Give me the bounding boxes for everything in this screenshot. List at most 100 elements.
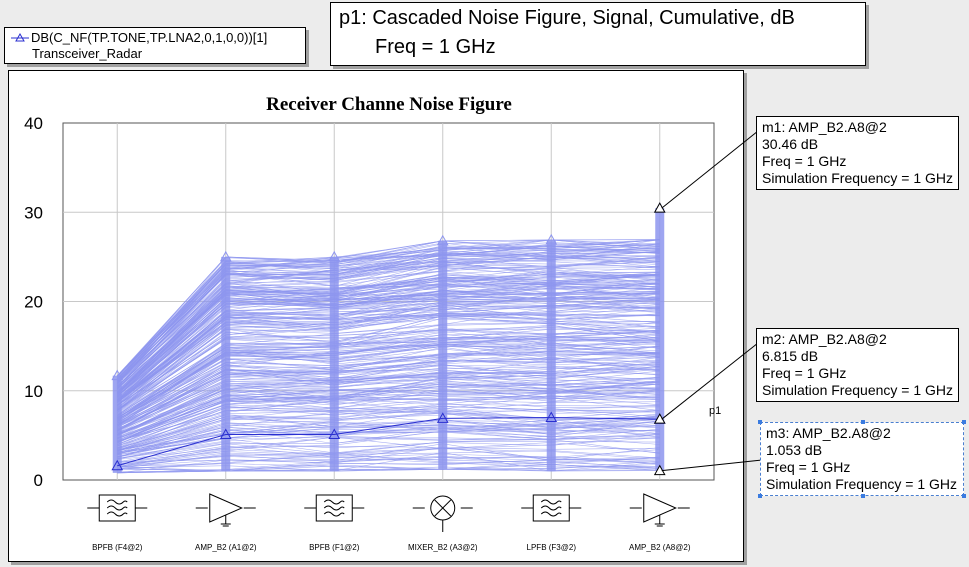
sweep-trace <box>117 239 660 383</box>
data-point <box>111 459 124 471</box>
bandpass-filter-icon <box>87 494 148 522</box>
sweep-trace <box>117 418 660 453</box>
sweep-trace <box>117 348 660 419</box>
sweep-trace <box>117 362 660 431</box>
selection-handle[interactable] <box>758 494 762 498</box>
selection-handle[interactable] <box>861 420 865 424</box>
marker-m3[interactable]: m3: AMP_B2.A8@2 1.053 dB Freq = 1 GHz Si… <box>758 420 966 498</box>
sweep-trace <box>117 422 660 453</box>
marker-sim-freq: Simulation Frequency = 1 GHz <box>766 476 958 492</box>
sweep-trace <box>117 364 660 435</box>
marker-leader-line <box>661 459 763 472</box>
sweep-trace <box>117 439 660 463</box>
legend-expression: DB(C_NF(TP.TONE,TP.LNA2,0,1,0,0))[1] <box>31 30 268 45</box>
sweep-trace <box>117 404 660 447</box>
sweep-trace <box>117 269 660 393</box>
marker-m1[interactable]: m1: AMP_B2.A8@2 30.46 dB Freq = 1 GHz Si… <box>756 116 959 190</box>
selection-handle[interactable] <box>758 420 762 424</box>
y-tick-label: 10 <box>24 382 43 401</box>
x-tick-label: LPFB (F3@2) <box>527 543 577 552</box>
sweep-trace <box>117 283 660 398</box>
series-line <box>117 417 660 467</box>
sweep-trace <box>117 389 660 441</box>
sweep-trace <box>117 350 660 424</box>
data-point <box>219 428 232 439</box>
y-tick-label: 30 <box>24 203 43 222</box>
sweep-trace <box>117 306 660 411</box>
sweep-trace <box>117 240 660 376</box>
sweep-trace <box>117 374 660 438</box>
x-tick-label: AMP_B2 (A1@2) <box>195 543 257 552</box>
sweep-trace <box>117 313 660 412</box>
envelope-marker <box>111 369 124 381</box>
sweep-trace <box>117 312 660 406</box>
sweep-trace <box>117 433 660 459</box>
sweep-trace <box>117 298 660 402</box>
sweep-trace <box>117 273 660 397</box>
envelope-marker <box>328 250 341 262</box>
selection-handle[interactable] <box>962 494 966 498</box>
sweep-trace <box>117 377 660 435</box>
envelope-marker <box>545 233 558 245</box>
sweep-trace <box>117 409 660 450</box>
sweep-trace <box>117 353 660 428</box>
sweep-trace <box>117 448 660 468</box>
sweep-trace <box>117 266 660 393</box>
sweep-trace <box>117 419 660 453</box>
sweep-trace <box>117 405 660 451</box>
data-point <box>545 411 558 423</box>
sweep-trace <box>117 443 660 462</box>
selection-handle[interactable] <box>962 420 966 424</box>
sweep-trace <box>117 451 660 466</box>
plot-frequency: Freq = 1 GHz <box>375 36 496 58</box>
marker-sim-freq: Simulation Frequency = 1 GHz <box>762 170 954 186</box>
plot-title-box[interactable]: p1: Cascaded Noise Figure, Signal, Cumul… <box>330 2 866 66</box>
sweep-trace <box>117 367 660 429</box>
sweep-trace <box>117 438 660 460</box>
mixer-icon <box>412 495 473 532</box>
sweep-trace <box>117 266 660 390</box>
sweep-trace <box>117 357 660 432</box>
x-tick-label: BPFB (F4@2) <box>92 543 143 552</box>
sweep-trace <box>117 374 660 435</box>
trace-label: p1 <box>709 405 721 417</box>
sweep-trace <box>117 412 660 451</box>
sweep-trace <box>117 324 660 416</box>
selection-handle[interactable] <box>861 494 865 498</box>
sweep-trace <box>117 340 660 419</box>
sweep-trace <box>117 357 660 432</box>
sweep-trace <box>117 344 660 424</box>
sweep-trace <box>117 442 660 464</box>
sweep-trace <box>117 305 660 410</box>
sweep-trace <box>117 411 660 452</box>
y-tick-label: 20 <box>24 293 43 312</box>
sweep-trace <box>117 384 660 436</box>
sweep-trace <box>117 361 660 428</box>
sweep-trace <box>117 263 660 390</box>
sweep-trace <box>117 393 660 437</box>
sweep-trace <box>117 239 660 380</box>
sweep-trace <box>117 300 660 409</box>
sweep-trace <box>117 304 660 407</box>
sweep-trace <box>117 326 660 410</box>
sweep-trace <box>117 466 660 473</box>
marker-m2[interactable]: m2: AMP_B2.A8@2 6.815 dB Freq = 1 GHz Si… <box>756 328 959 402</box>
sweep-trace <box>117 429 660 455</box>
lowpass-filter-icon <box>521 494 582 522</box>
marker-id: m2 <box>762 331 782 347</box>
sweep-trace <box>117 341 660 422</box>
sweep-trace <box>117 329 660 417</box>
sweep-trace <box>117 291 660 401</box>
sweep-trace <box>117 336 660 418</box>
legend[interactable]: DB(C_NF(TP.TONE,TP.LNA2,0,1,0,0))[1] Tra… <box>4 27 306 64</box>
sweep-trace <box>117 315 660 409</box>
monte-carlo-traces <box>111 202 666 474</box>
marker-name: AMP_B2.A8@2 <box>788 331 887 347</box>
legend-entry[interactable]: DB(C_NF(TP.TONE,TP.LNA2,0,1,0,0))[1] <box>11 30 267 46</box>
marker-leaders <box>653 130 763 476</box>
sweep-trace <box>117 257 660 387</box>
sweep-trace <box>117 293 660 401</box>
sweep-trace <box>117 383 660 442</box>
sweep-trace <box>117 261 660 384</box>
